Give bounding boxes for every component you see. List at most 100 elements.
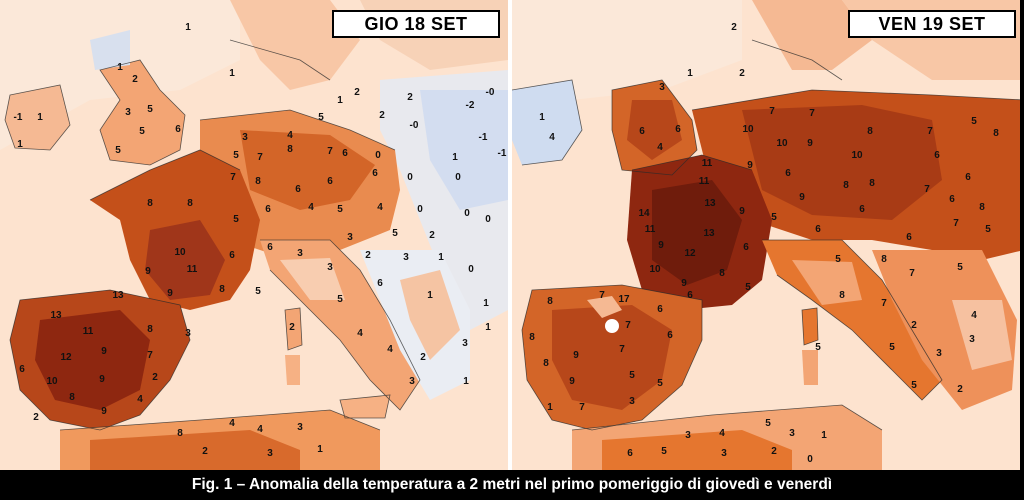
anomaly-value-label: 3 (685, 430, 691, 441)
anomaly-value-label: 8 (543, 358, 549, 369)
anomaly-value-label: 8 (547, 296, 553, 307)
anomaly-value-label: 3 (347, 232, 353, 243)
anomaly-value-label: 6 (675, 124, 681, 135)
anomaly-value-label: 7 (909, 268, 915, 279)
anomaly-value-label: 5 (985, 224, 991, 235)
anomaly-value-label: 8 (187, 198, 193, 209)
anomaly-value-label: 5 (815, 342, 821, 353)
anomaly-value-label: 3 (936, 348, 942, 359)
anomaly-value-label: 10 (851, 150, 863, 161)
anomaly-value-label: 9 (658, 240, 664, 251)
anomaly-value-label: 2 (289, 322, 295, 333)
anomaly-value-label: 5 (233, 150, 239, 161)
anomaly-value-label: 6 (267, 242, 273, 253)
anomaly-value-label: 6 (949, 194, 955, 205)
anomaly-value-label: 5 (318, 112, 324, 123)
anomaly-value-label: 2 (354, 87, 360, 98)
anomaly-value-label: 8 (869, 178, 875, 189)
anomaly-value-label: 8 (843, 180, 849, 191)
anomaly-value-label: 11 (702, 158, 713, 169)
anomaly-value-label: 6 (327, 176, 333, 187)
anomaly-value-label: 2 (33, 412, 39, 423)
anomaly-value-label: 2 (771, 446, 777, 457)
anomaly-value-label: 2 (420, 352, 426, 363)
anomaly-value-label: 4 (287, 130, 293, 141)
anomaly-value-label: 5 (889, 342, 895, 353)
anomaly-value-label: 9 (681, 278, 687, 289)
anomaly-value-label: 1 (337, 95, 343, 106)
anomaly-value-label: 9 (101, 406, 107, 417)
anomaly-value-label: 0 (468, 264, 474, 275)
anomaly-value-label: 9 (101, 346, 107, 357)
anomaly-value-label: 9 (99, 374, 105, 385)
anomaly-value-label: 2 (202, 446, 208, 457)
anomaly-value-label: 1 (485, 322, 491, 333)
anomaly-value-label: 10 (649, 264, 661, 275)
anomaly-value-label: 1 (687, 68, 693, 79)
anomaly-value-label: 3 (629, 396, 635, 407)
anomaly-value-label: 4 (377, 202, 383, 213)
anomaly-value-label: 3 (125, 107, 131, 118)
anomaly-value-label: 2 (407, 92, 413, 103)
anomaly-value-label: 6 (687, 290, 693, 301)
anomaly-value-label: 7 (625, 320, 631, 331)
anomaly-value-label: 9 (145, 266, 151, 277)
anomaly-value-label: 8 (881, 254, 887, 265)
anomaly-value-label: 5 (139, 126, 145, 137)
anomaly-value-label: 7 (809, 108, 815, 119)
anomaly-value-label: 0 (455, 172, 461, 183)
anomaly-value-label: 3 (297, 248, 303, 259)
anomaly-value-label: 1 (483, 298, 489, 309)
anomaly-value-label: 5 (115, 145, 121, 156)
anomaly-value-label: 8 (287, 144, 293, 155)
anomaly-value-label: 13 (704, 198, 716, 209)
anomaly-value-label: 6 (342, 148, 348, 159)
anomaly-value-label: 6 (965, 172, 971, 183)
anomaly-value-label: 4 (549, 132, 555, 143)
anomaly-value-label: 1 (117, 62, 123, 73)
anomaly-value-label: 7 (927, 126, 933, 137)
anomaly-value-label: 14 (638, 208, 650, 219)
anomaly-value-label: 7 (327, 146, 333, 157)
anomaly-value-label: 5 (337, 294, 343, 305)
anomaly-value-label: 9 (807, 138, 813, 149)
anomaly-value-label: 4 (137, 394, 143, 405)
anomaly-value-label: 1 (17, 139, 23, 150)
anomaly-value-label: 6 (265, 204, 271, 215)
anomaly-value-label: 5 (147, 104, 153, 115)
anomaly-value-label: -0 (486, 87, 495, 98)
anomaly-value-label: 9 (573, 350, 579, 361)
anomaly-value-label: 4 (719, 428, 725, 439)
anomaly-value-label: 5 (392, 228, 398, 239)
date-badge-friday: VEN 19 SET (848, 10, 1016, 38)
anomaly-value-label: 2 (731, 22, 737, 33)
anomaly-value-label: 6 (295, 184, 301, 195)
anomaly-value-label: -1 (498, 148, 507, 159)
anomaly-value-label: 1 (463, 376, 469, 387)
anomaly-value-label: 5 (255, 286, 261, 297)
anomaly-value-label: 1 (317, 444, 323, 455)
anomaly-value-label: 4 (257, 424, 263, 435)
anomaly-value-label: 6 (906, 232, 912, 243)
anomaly-value-label: 7 (599, 290, 605, 301)
anomaly-value-label: 6 (372, 168, 378, 179)
anomaly-value-label: 8 (147, 198, 153, 209)
anomaly-value-label: 5 (337, 204, 343, 215)
anomaly-value-label: 4 (229, 418, 235, 429)
anomaly-value-label: 6 (859, 204, 865, 215)
anomaly-value-label: 3 (242, 132, 248, 143)
map-panel-thursday: 1 1 1 2 3 5 6 5 5 -1 1 1 3 4 5 1 2 2 -0 -2 -0 2 1 -1 -1 0 0 5 7 8 7 6 0 7… (0, 0, 508, 470)
anomaly-value-label: 2 (132, 74, 138, 85)
anomaly-value-label: 3 (185, 328, 191, 339)
anomaly-value-label: 7 (769, 106, 775, 117)
anomaly-value-label: 4 (357, 328, 363, 339)
anomaly-value-label: 1 (821, 430, 827, 441)
anomaly-value-label: 5 (629, 370, 635, 381)
anomaly-value-label: 10 (776, 138, 788, 149)
anomaly-value-label: 2 (911, 320, 917, 331)
anomaly-value-label: 1 (438, 252, 444, 263)
anomaly-value-label: 0 (417, 204, 423, 215)
anomaly-value-label: 0 (485, 214, 491, 225)
anomaly-value-label: 11 (645, 224, 656, 235)
